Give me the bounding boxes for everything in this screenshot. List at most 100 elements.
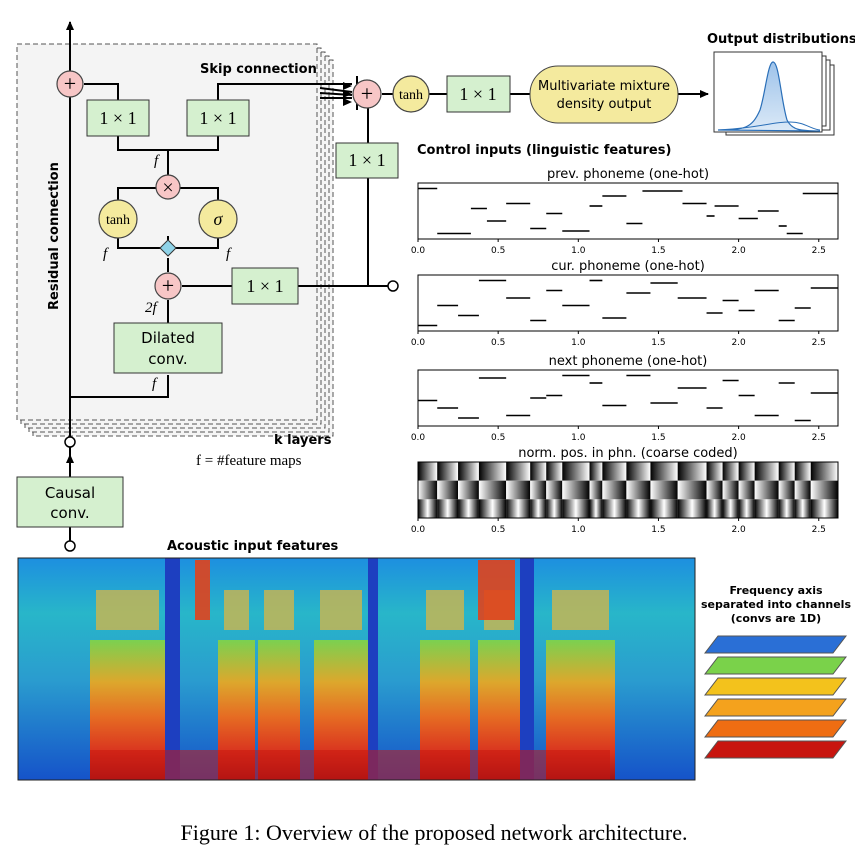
svg-text:×: ×: [162, 177, 173, 199]
control-panel-title: next phoneme (one-hot): [549, 354, 708, 369]
coarse-code-cell: [677, 499, 707, 518]
coarse-code-cell: [589, 499, 603, 518]
coarse-code-cell: [602, 499, 627, 518]
f-label-tanh: f: [103, 246, 109, 262]
coarse-code-cell: [562, 499, 590, 518]
axis-tick-label: 2.0: [731, 525, 746, 535]
gate-multiply-node: ×: [155, 174, 181, 200]
frequency-channel: [703, 656, 848, 675]
frequency-channel: [703, 740, 848, 759]
coarse-code-cell: [810, 462, 838, 481]
coarse-code-cell: [546, 480, 563, 500]
axis-tick-label: 0.0: [411, 433, 426, 443]
coarse-code-cell: [810, 499, 838, 518]
coarse-code-cell: [602, 462, 627, 481]
coarse-code-cell: [562, 480, 590, 500]
residual-connection-label: Residual connection: [47, 162, 62, 310]
coarse-code-cell: [437, 499, 459, 518]
coarse-code-cell: [478, 462, 507, 481]
svg-text:Dilated: Dilated: [141, 329, 195, 347]
skip-1x1-conditioning-box: 1 × 1: [335, 142, 399, 179]
coarse-code-cell: [810, 480, 838, 500]
axis-tick-label: 0.0: [411, 338, 426, 348]
axis-tick-label: 0.5: [491, 525, 505, 535]
frequency-channel-stack: [703, 635, 848, 759]
coarse-panel-frame: [417, 461, 839, 519]
svg-text:+: +: [162, 273, 174, 298]
output-1x1-box: 1 × 1: [446, 75, 511, 113]
control-panel-title: prev. phoneme (one-hot): [547, 167, 709, 182]
coarse-code-cell: [650, 480, 678, 500]
layer-stack: [16, 43, 334, 437]
coarse-code-cell: [626, 499, 651, 518]
axis-tick-label: 2.0: [731, 246, 746, 256]
axis-tick-label: 0.5: [491, 338, 505, 348]
svg-text:+: +: [361, 81, 373, 106]
svg-text:1 × 1: 1 × 1: [199, 108, 236, 128]
svg-text:1 × 1: 1 × 1: [99, 108, 136, 128]
control-panel-title: cur. phoneme (one-hot): [551, 259, 705, 274]
coarse-code-cell: [778, 499, 795, 518]
f-label-top: f: [154, 153, 160, 169]
axis-tick-label: 2.5: [812, 433, 826, 443]
axis-tick-label: 2.5: [812, 525, 826, 535]
coarse-panel-title: norm. pos. in phn. (coarse coded): [518, 446, 738, 461]
coarse-code-cell: [437, 462, 459, 481]
axis-tick-label: 1.5: [651, 525, 665, 535]
frequency-channel: [703, 719, 848, 738]
coarse-code-cell: [722, 462, 739, 481]
axis-tick-label: 1.0: [571, 433, 586, 443]
residual-1x1-box: 1 × 1: [86, 99, 150, 137]
axis-tick-label: 2.5: [812, 246, 826, 256]
svg-text:σ: σ: [214, 209, 224, 229]
coarse-code-cell: [437, 480, 459, 500]
coarse-code-cell: [546, 499, 563, 518]
coarse-code-cell: [722, 499, 739, 518]
f-label-sigma: f: [226, 246, 232, 262]
axis-tick-label: 0.5: [491, 433, 505, 443]
coarse-code-cell: [589, 462, 603, 481]
svg-text:tanh: tanh: [106, 213, 130, 228]
k-layers-label: k layers: [274, 433, 332, 448]
coarse-code-cell: [589, 480, 603, 500]
split-diamond: [159, 239, 177, 257]
coarse-code-cell: [546, 462, 563, 481]
svg-text:separated into channels: separated into channels: [701, 598, 851, 611]
coarse-code-cell: [706, 480, 723, 500]
frequency-channel: [703, 677, 848, 696]
svg-text:tanh: tanh: [399, 88, 423, 103]
svg-text:(convs are 1D): (convs are 1D): [731, 612, 821, 625]
svg-text:1 × 1: 1 × 1: [459, 84, 496, 104]
coarse-code-cell: [754, 480, 779, 500]
axis-tick-label: 0.0: [411, 525, 426, 535]
dilated-conv-box: Dilated conv.: [113, 322, 223, 374]
conditioning-1x1-box: 1 × 1: [231, 267, 299, 305]
coarse-code-cell: [418, 480, 438, 500]
output-distribution-stack: [713, 51, 835, 136]
sigmoid-activation: σ: [198, 199, 238, 239]
coarse-code-cell: [754, 499, 779, 518]
axis-tick-label: 1.0: [571, 338, 586, 348]
svg-text:+: +: [64, 71, 76, 96]
coarse-code-cell: [458, 480, 479, 500]
coarse-code-cell: [562, 462, 590, 481]
svg-text:conv.: conv.: [50, 504, 89, 522]
axis-tick-label: 2.0: [731, 338, 746, 348]
control-panel-frame: [417, 274, 839, 332]
coarse-code-cell: [706, 499, 723, 518]
residual-input-node: [64, 436, 76, 448]
coarse-code-cell: [677, 462, 707, 481]
axis-tick-label: 2.5: [812, 338, 826, 348]
coarse-code-cell: [738, 462, 755, 481]
output-tanh: tanh: [392, 75, 430, 113]
frequency-note: Frequency axis separated into channels (…: [701, 584, 851, 625]
coarse-code-cell: [418, 462, 438, 481]
frequency-channel: [703, 698, 848, 717]
coarse-code-cell: [650, 499, 678, 518]
coarse-code-cell: [778, 462, 795, 481]
coarse-code-cell: [478, 480, 507, 500]
output-distributions-label: Output distributions: [707, 32, 855, 47]
axis-tick-label: 1.5: [651, 338, 665, 348]
svg-text:1 × 1: 1 × 1: [348, 150, 385, 170]
coarse-code-cell: [722, 480, 739, 500]
